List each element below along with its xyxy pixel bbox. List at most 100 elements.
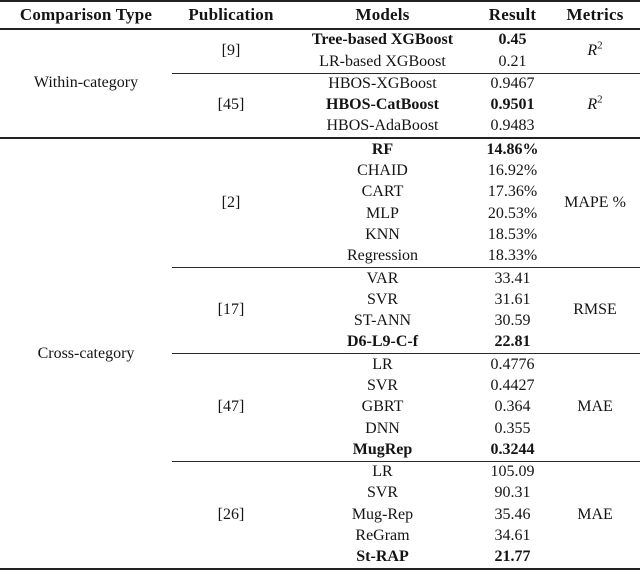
metric-exponent: 2: [597, 39, 603, 52]
model-cell: RF: [371, 140, 394, 158]
metric-cell: R2: [550, 73, 640, 140]
result-cell: 21.77: [494, 548, 531, 566]
publication-cell: [17]: [172, 267, 290, 355]
table-row: Within-category [9] Tree-based XGBoost 0…: [0, 29, 640, 140]
result-cell: 33.41: [494, 269, 531, 287]
table-row: LR-based XGBoost 0.21: [0, 51, 640, 74]
model-cell: SVR: [366, 484, 399, 502]
header-result: Result: [475, 1, 550, 30]
result-cell: 31.61: [494, 290, 531, 308]
model-cell: Regression: [290, 245, 475, 269]
metric-cell: MAE: [550, 461, 640, 569]
result-cell: 0.3244: [475, 439, 550, 462]
model-cell: MLP: [366, 204, 399, 222]
table-row: MugRep 0.3244: [0, 439, 640, 462]
table-row: Cross-category [2] RF 14.86% MAPE %: [0, 138, 640, 361]
publication-cell: [26]: [217, 505, 245, 523]
metric-cell: MAE: [550, 353, 640, 462]
category-cell-within: Within-category: [0, 29, 172, 140]
metric-label: MAPE %: [564, 193, 626, 211]
result-cell: 22.81: [475, 332, 550, 355]
model-cell: VAR: [366, 269, 399, 287]
table-row: CART 17.36%: [0, 182, 640, 203]
result-cell: 35.46: [494, 505, 531, 523]
result-cell: 14.86%: [486, 140, 539, 158]
metric-cell: R2: [550, 29, 640, 74]
model-cell: ReGram: [355, 527, 410, 545]
result-cell: 34.61: [494, 527, 531, 545]
table-row: [26] LR 105.09 MAE: [0, 461, 640, 522]
model-cell: GBRT: [361, 398, 404, 416]
table-row: Regression 18.33%: [0, 245, 640, 269]
table-row: Mug-Rep 35.46: [0, 505, 640, 526]
table-row: ReGram 34.61: [0, 526, 640, 547]
metric-exponent: 2: [597, 93, 603, 106]
metric-label: MAE: [577, 505, 613, 523]
result-cell: 18.53%: [487, 225, 538, 243]
publication-cell: [45]: [172, 73, 290, 140]
header-publication: Publication: [172, 1, 290, 30]
publication-cell: [2]: [172, 138, 290, 269]
model-cell: St-RAP: [356, 548, 409, 566]
result-cell: 0.9467: [490, 74, 535, 92]
header-comparison-type: Comparison Type: [0, 1, 172, 30]
result-cell: 16.92%: [487, 162, 538, 180]
result-cell: 20.53%: [487, 204, 538, 222]
table-row: D6-L9-C-f 22.81: [0, 332, 640, 355]
publication-cell: [9]: [172, 29, 290, 74]
model-cell: DNN: [365, 419, 400, 437]
table-row: SVR 90.31: [0, 483, 640, 504]
model-cell: Mug-Rep: [351, 505, 414, 523]
result-cell: 0.4776: [490, 355, 535, 373]
model-cell: SVR: [366, 290, 399, 308]
result-cell: 0.45: [498, 31, 527, 49]
model-cell: HBOS-AdaBoost: [290, 116, 475, 140]
category-cell-cross: Cross-category: [37, 344, 135, 362]
model-cell: KNN: [365, 225, 400, 243]
table-row: MLP 20.53%: [0, 203, 640, 224]
table-row: ST-ANN 30.59: [0, 311, 640, 332]
table-row: SVR 31.61: [0, 290, 640, 311]
model-cell: D6-L9-C-f: [290, 332, 475, 355]
table-row: HBOS-CatBoost 0.9501: [0, 95, 640, 116]
model-cell: CHAID: [357, 162, 408, 180]
table-row: St-RAP 21.77: [0, 547, 640, 569]
metric-cell: MAPE %: [550, 138, 640, 269]
result-cell: 30.59: [494, 312, 531, 330]
model-cell: LR: [372, 355, 393, 373]
result-cell: 0.4427: [490, 377, 535, 394]
model-cell: ST-ANN: [353, 312, 412, 330]
table-row: [17] VAR 33.41 RMSE: [0, 267, 640, 355]
table-row: [45] HBOS-XGBoost 0.9467 R2: [0, 73, 640, 140]
model-cell: LR: [372, 463, 393, 481]
publication-cell: [47]: [172, 353, 290, 462]
metric-symbol: R: [587, 96, 598, 114]
table-row: HBOS-AdaBoost 0.9483: [0, 116, 640, 140]
result-cell: 0.364: [494, 398, 531, 416]
table-row: KNN 18.53%: [0, 225, 640, 246]
header-metrics: Metrics: [550, 1, 640, 30]
metric-label: RMSE: [573, 301, 617, 319]
result-cell: 0.9483: [475, 116, 550, 140]
header-models: Models: [290, 1, 475, 30]
model-cell: HBOS-CatBoost: [326, 96, 439, 114]
table-row: GBRT 0.364: [0, 397, 640, 418]
result-cell: 105.09: [490, 463, 535, 481]
metric-symbol: R: [587, 41, 598, 59]
table-row: SVR 0.4427: [0, 376, 640, 397]
model-cell: MugRep: [290, 439, 475, 462]
result-cell: 0.9501: [490, 96, 535, 114]
model-cell: HBOS-XGBoost: [328, 74, 437, 92]
table-row: DNN 0.355: [0, 418, 640, 439]
table-row: [47] LR 0.4776 MAE: [0, 353, 640, 462]
result-cell: 18.33%: [475, 245, 550, 269]
model-cell: CART: [361, 183, 404, 201]
result-cell: 0.21: [475, 51, 550, 74]
metric-cell: RMSE: [550, 267, 640, 355]
result-cell: 0.355: [494, 419, 531, 437]
model-cell: SVR: [366, 377, 399, 394]
model-cell: Tree-based XGBoost: [311, 31, 454, 49]
model-cell: LR-based XGBoost: [290, 51, 475, 74]
result-cell: 90.31: [494, 484, 531, 502]
